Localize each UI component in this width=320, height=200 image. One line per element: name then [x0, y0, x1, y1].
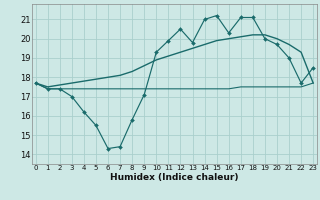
X-axis label: Humidex (Indice chaleur): Humidex (Indice chaleur) — [110, 173, 239, 182]
